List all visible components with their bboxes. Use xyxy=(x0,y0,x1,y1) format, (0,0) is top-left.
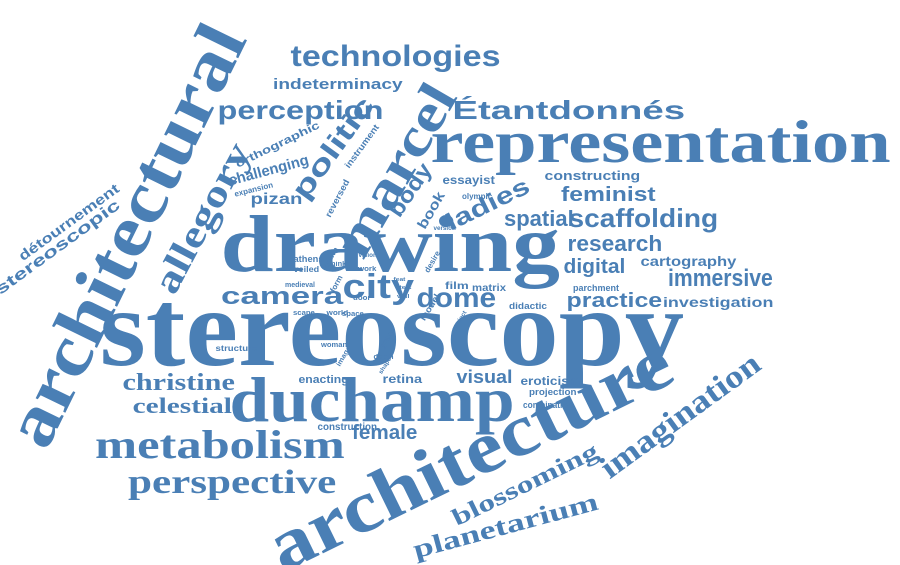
word-olympic: olympic xyxy=(462,192,493,201)
word-eroticism: eroticism xyxy=(519,374,581,388)
word-depth: depth xyxy=(372,353,394,361)
word-city: city xyxy=(342,268,414,306)
word-drawing: drawing xyxy=(220,201,560,289)
word-medieval: medieval xyxy=(285,281,315,289)
word-visual: visual xyxy=(455,367,513,387)
word-etantdonnes: Étantdonnés xyxy=(451,95,685,125)
word-didactic: didactic xyxy=(508,300,548,311)
word-female: female xyxy=(351,422,417,444)
word-christine: christine xyxy=(121,370,235,396)
word-construction: construction xyxy=(316,422,377,433)
word-woman: woman xyxy=(320,341,348,349)
word-essayist: essayist xyxy=(441,173,495,187)
word-celestial: celestial xyxy=(132,393,232,418)
word-representation: representation xyxy=(429,109,891,175)
word-scape: scape xyxy=(293,309,315,317)
word-perception: perception xyxy=(217,95,383,125)
word-dome: dome xyxy=(415,282,496,313)
word-film: film xyxy=(445,281,469,292)
word-world: world xyxy=(326,309,348,317)
word-veiled: veiled xyxy=(293,265,319,274)
word-feminist: feminist xyxy=(560,184,656,206)
word-matrix: matrix xyxy=(472,283,507,294)
word-door: door xyxy=(353,294,371,302)
word-technologies: technologies xyxy=(290,40,501,73)
word-enacting: enacting xyxy=(297,373,349,386)
word-perspective: perspective xyxy=(127,464,337,501)
word-indeterminacy: indeterminacy xyxy=(273,75,403,93)
word-digital: digital xyxy=(562,256,625,278)
word-retina: retina xyxy=(382,372,422,386)
word-spatial: spatial xyxy=(504,206,574,231)
word-space: space xyxy=(342,310,364,318)
word-structure: structure xyxy=(215,344,257,353)
word-athens: athens xyxy=(293,253,324,264)
word-combination: combination xyxy=(522,399,573,410)
word-version: version xyxy=(432,226,456,232)
word-constructing: constructing xyxy=(544,167,640,183)
word-work: work xyxy=(357,265,377,273)
word-parchment: parchment xyxy=(573,282,620,293)
word-feat: feat xyxy=(393,276,405,283)
word-research: research xyxy=(567,231,663,256)
word-text: text xyxy=(399,284,411,291)
word-cartography: cartography xyxy=(640,253,736,269)
word-camera: camera xyxy=(220,283,344,310)
word-vision: vision xyxy=(357,253,377,259)
word-projection: projection xyxy=(529,386,577,397)
word-metabolism: metabolism xyxy=(94,422,345,467)
word-stereoscopy: stereoscopy xyxy=(99,267,685,389)
word-duchamp: duchamp xyxy=(229,364,515,435)
word-veil: veil xyxy=(396,293,410,300)
word-immersive: immersive xyxy=(667,265,773,292)
word-investigation: investigation xyxy=(662,294,774,310)
word-pizan: pizan xyxy=(250,191,302,208)
word-practice: practice xyxy=(566,290,662,312)
word-scaffolding: scaffolding xyxy=(568,203,718,233)
word-think: think xyxy=(328,260,346,268)
